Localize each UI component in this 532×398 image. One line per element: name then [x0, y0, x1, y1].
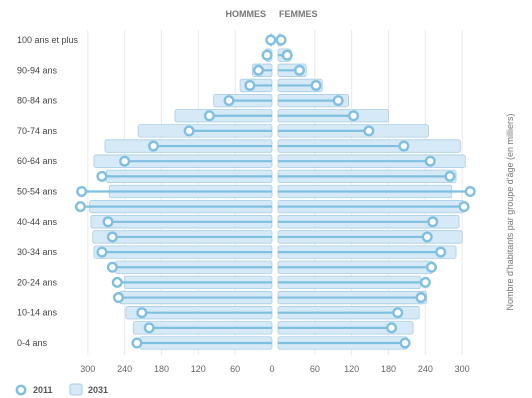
left-header: HOMMES: [226, 9, 267, 19]
point-2011-hommes[interactable]: [223, 95, 235, 107]
point-2011-hommes[interactable]: [96, 246, 108, 258]
category-label: 100 ans et plus: [17, 35, 79, 45]
point-2011-hommes[interactable]: [102, 216, 114, 228]
category-label: 70-74 ans: [17, 126, 58, 136]
point-2011-hommes[interactable]: [111, 276, 123, 288]
point-2011-hommes[interactable]: [244, 79, 256, 91]
x-tick-label-left: 60: [230, 364, 240, 374]
point-2011-femmes[interactable]: [399, 337, 411, 349]
point-2011-hommes[interactable]: [76, 185, 88, 197]
x-tick-label-right: 120: [344, 364, 359, 374]
category-label: 10-14 ans: [17, 308, 58, 318]
point-2011-hommes[interactable]: [252, 64, 264, 76]
point-2011-femmes[interactable]: [458, 201, 470, 213]
x-tick-label-left: 300: [80, 364, 95, 374]
x-tick-label-right: 180: [381, 364, 396, 374]
point-2011-femmes[interactable]: [424, 155, 436, 167]
point-2011-femmes[interactable]: [363, 125, 375, 137]
y-axis-label: Nombre d'habitants par groupe d'âge (en …: [505, 113, 515, 310]
point-2011-femmes[interactable]: [281, 49, 293, 61]
point-2011-hommes[interactable]: [143, 322, 155, 334]
category-label: 30-34 ans: [17, 247, 58, 257]
lollipop-2011-layer: [74, 34, 476, 349]
x-tick-label-left: 240: [117, 364, 132, 374]
x-tick-label-left: 180: [154, 364, 169, 374]
point-2011-femmes[interactable]: [386, 322, 398, 334]
x-tick-label-left: 0: [269, 364, 274, 374]
legend: 2011 2031: [15, 383, 108, 396]
category-label: 20-24 ans: [17, 277, 58, 287]
x-tick-label-left: 120: [191, 364, 206, 374]
point-2011-femmes[interactable]: [398, 140, 410, 152]
point-2011-femmes[interactable]: [419, 276, 431, 288]
point-2011-femmes[interactable]: [464, 185, 476, 197]
point-2011-hommes[interactable]: [147, 140, 159, 152]
point-2011-femmes[interactable]: [310, 79, 322, 91]
point-2011-hommes[interactable]: [131, 337, 143, 349]
legend-2031-swatch[interactable]: [69, 383, 83, 396]
point-2011-hommes[interactable]: [106, 261, 118, 273]
legend-2031-label[interactable]: 2031: [88, 385, 108, 395]
category-label: 90-94 ans: [17, 65, 58, 75]
point-2011-hommes[interactable]: [119, 155, 131, 167]
labels-layer: 300 240 180 120 60 0 60 120 180 240 300 100 ans et …: [17, 35, 470, 374]
category-label: 50-54 ans: [17, 187, 58, 197]
x-tick-label-right: 60: [310, 364, 320, 374]
point-2011-femmes[interactable]: [421, 231, 433, 243]
point-2011-femmes[interactable]: [415, 292, 427, 304]
category-label: 0-4 ans: [17, 338, 48, 348]
point-2011-femmes[interactable]: [275, 34, 287, 46]
point-2011-hommes[interactable]: [74, 201, 86, 213]
point-2011-femmes[interactable]: [348, 110, 360, 122]
point-2011-hommes[interactable]: [261, 49, 273, 61]
category-label: 60-64 ans: [17, 156, 58, 166]
point-2011-femmes[interactable]: [392, 307, 404, 319]
point-2011-femmes[interactable]: [332, 95, 344, 107]
point-2011-femmes[interactable]: [427, 216, 439, 228]
point-2011-hommes[interactable]: [136, 307, 148, 319]
legend-2011-swatch[interactable]: [15, 384, 27, 396]
x-tick-label-right: 240: [418, 364, 433, 374]
legend-2011-label[interactable]: 2011: [33, 385, 53, 395]
right-header: FEMMES: [279, 9, 318, 19]
point-2011-hommes[interactable]: [265, 34, 277, 46]
point-2011-hommes[interactable]: [112, 292, 124, 304]
point-2011-femmes[interactable]: [293, 64, 305, 76]
point-2011-hommes[interactable]: [203, 110, 215, 122]
x-tick-label-right: 300: [455, 364, 470, 374]
point-2011-hommes[interactable]: [183, 125, 195, 137]
point-2011-femmes[interactable]: [435, 246, 447, 258]
category-label: 40-44 ans: [17, 217, 58, 227]
point-2011-hommes[interactable]: [96, 170, 108, 182]
point-2011-femmes[interactable]: [426, 261, 438, 273]
point-2011-hommes[interactable]: [106, 231, 118, 243]
point-2011-femmes[interactable]: [444, 170, 456, 182]
category-label: 80-84 ans: [17, 96, 58, 106]
